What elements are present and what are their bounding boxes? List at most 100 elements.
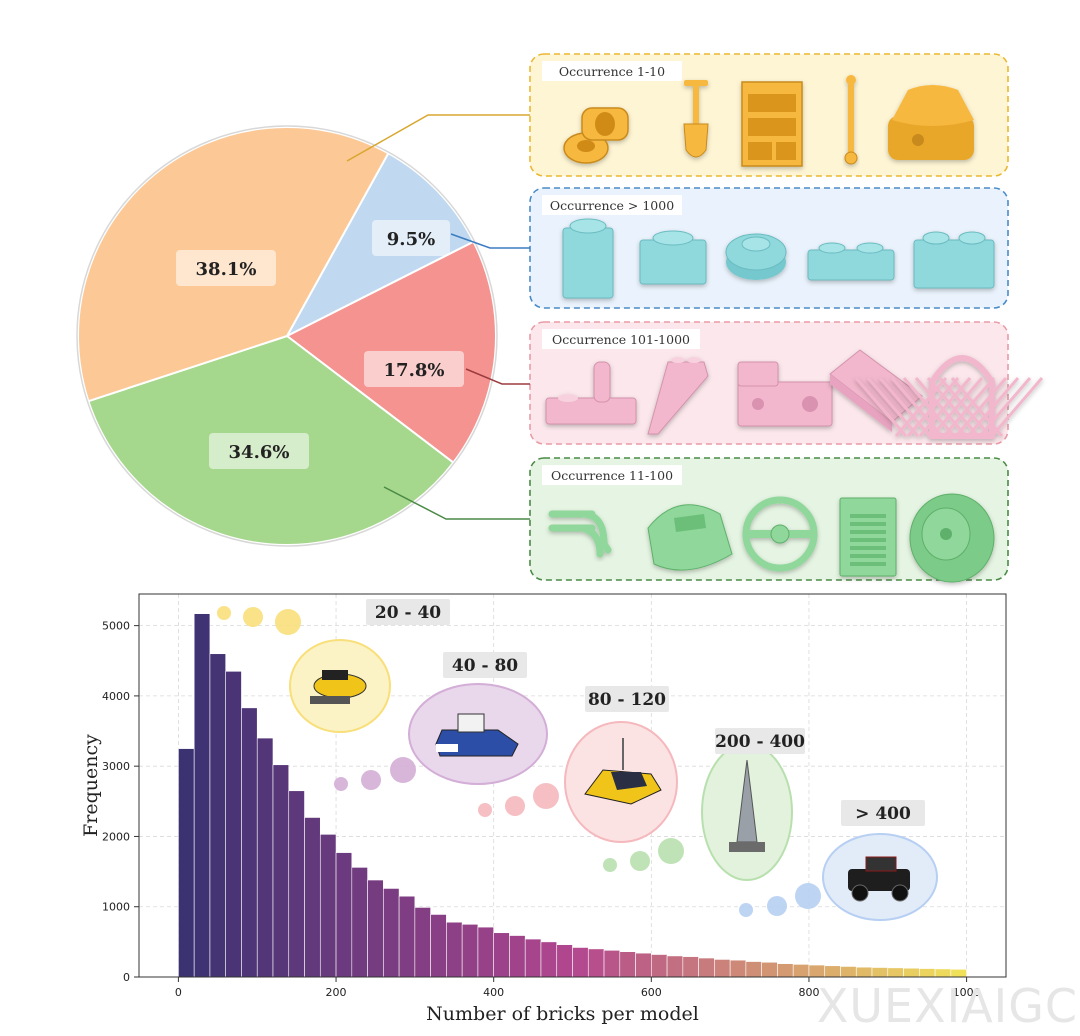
thought-bubble-dot — [767, 896, 787, 916]
lego-model-icon — [848, 856, 910, 902]
range-label: > 400 — [855, 804, 911, 824]
wing-slope-icon — [647, 357, 709, 435]
histogram-bar — [603, 949, 621, 978]
lego-model-icon — [584, 738, 662, 805]
thought-bubble-dot — [334, 777, 348, 791]
range-label-box — [841, 800, 925, 826]
histogram-bar — [745, 961, 762, 978]
door-panel-icon — [839, 497, 897, 577]
histogram-bar — [367, 879, 384, 978]
steering-wheel-icon — [742, 496, 818, 572]
range-label: 20 - 40 — [375, 603, 441, 623]
thought-bubble-dot — [658, 838, 684, 864]
y-tick-label: 1000 — [102, 901, 130, 914]
set-annotation: 20 - 40 — [217, 599, 450, 733]
histogram-bar — [178, 748, 195, 978]
y-tick-label: 2000 — [102, 830, 130, 843]
category-label-box — [542, 195, 682, 215]
connector-line — [383, 486, 530, 520]
range-label: 40 - 80 — [452, 656, 518, 676]
round-brick-icon — [888, 85, 974, 160]
histogram-bar — [509, 935, 526, 978]
plot-frame — [138, 593, 1007, 978]
thought-bubble-dot — [603, 858, 617, 872]
thought-bubble-dot — [361, 770, 381, 790]
pie-label-box — [372, 220, 450, 256]
set-annotation: 200 - 400 — [603, 728, 805, 881]
x-tick-label: 800 — [798, 986, 819, 999]
watermark: XUEXIAIGC — [817, 979, 1078, 1032]
range-label: 200 - 400 — [715, 732, 805, 752]
histogram-bar — [193, 613, 211, 978]
histogram-bar — [651, 954, 668, 978]
histogram-bar — [698, 957, 715, 978]
pie-label: 34.6% — [229, 442, 290, 463]
category-label: Occurrence > 1000 — [550, 198, 674, 213]
thought-bubble-dot — [505, 796, 525, 816]
thought-bubble-dot — [478, 803, 492, 817]
range-label: 80 - 120 — [588, 690, 666, 710]
connector-line — [465, 368, 530, 385]
histogram-bar — [446, 921, 463, 978]
bar-icon — [844, 75, 858, 165]
lego-model-icon — [435, 713, 519, 757]
histogram-bar — [950, 968, 967, 978]
plate-1x1-icon — [639, 230, 707, 285]
bracket-plate-icon — [545, 361, 637, 425]
category-label: Occurrence 1-10 — [559, 64, 665, 79]
shovel-icon — [683, 80, 709, 158]
brick-1x1-icon — [562, 218, 614, 299]
lego-model-icon — [729, 759, 765, 852]
histogram-bar — [241, 707, 258, 978]
pie-chart: 9.5% 17.8% 34.6% 38.1% — [76, 125, 498, 547]
thought-bubble-dot — [533, 783, 559, 809]
histogram-bar — [414, 907, 431, 978]
histogram: 0 200 400 600 800 1000 0 1000 2000 3000 4000 5000 Nu… — [80, 593, 1007, 1025]
set-annotation: > 400 — [739, 800, 938, 921]
histogram-bar — [887, 967, 904, 978]
histogram-bar — [871, 967, 889, 978]
x-tick-label: 400 — [483, 986, 504, 999]
x-tick-label: 600 — [641, 986, 662, 999]
y-tick-label: 5000 — [102, 620, 130, 633]
histogram-bar — [493, 932, 510, 978]
set-annotation: 40 - 80 — [334, 652, 548, 791]
x-tick-label: 0 — [175, 986, 182, 999]
x-tick-label: 1000 — [953, 986, 981, 999]
category-label-box — [542, 465, 682, 485]
category-panel: Occurrence 101-1000 — [529, 321, 1044, 445]
lego-model-icon — [310, 670, 367, 704]
histogram-bar — [335, 852, 353, 978]
histogram-bar — [272, 764, 290, 978]
thought-bubble-dot — [390, 757, 416, 783]
category-label-box — [542, 329, 700, 349]
histogram-bar — [304, 817, 321, 978]
category-panel: Occurrence 1-10 — [529, 53, 1009, 177]
y-axis-label: Frequency — [80, 734, 102, 837]
thought-bubble-dot — [795, 883, 821, 909]
histogram-bar — [524, 938, 542, 978]
category-label: Occurrence 11-100 — [551, 468, 673, 483]
histogram-bar — [777, 963, 794, 978]
pin-connector-icon — [563, 107, 629, 164]
histogram-bar — [714, 959, 731, 978]
bookshelf-icon — [741, 81, 803, 167]
histogram-bar — [587, 948, 605, 978]
histogram-bar — [430, 914, 447, 978]
bar-handle-icon — [548, 510, 612, 558]
histogram-bar — [256, 737, 274, 978]
histogram-bar — [666, 955, 684, 978]
histogram-bar — [319, 834, 337, 978]
histogram-bar — [461, 923, 479, 978]
y-tick-label: 3000 — [102, 760, 130, 773]
y-tick-label: 4000 — [102, 690, 130, 703]
thought-bubble-dot — [243, 607, 263, 627]
histogram-bar — [383, 888, 400, 978]
thought-bubble-dot — [739, 903, 753, 917]
histogram-bar — [729, 959, 747, 978]
range-label-box — [443, 652, 527, 678]
histogram-bar — [351, 867, 368, 978]
tire-icon — [909, 493, 995, 583]
histogram-bar — [619, 951, 636, 978]
